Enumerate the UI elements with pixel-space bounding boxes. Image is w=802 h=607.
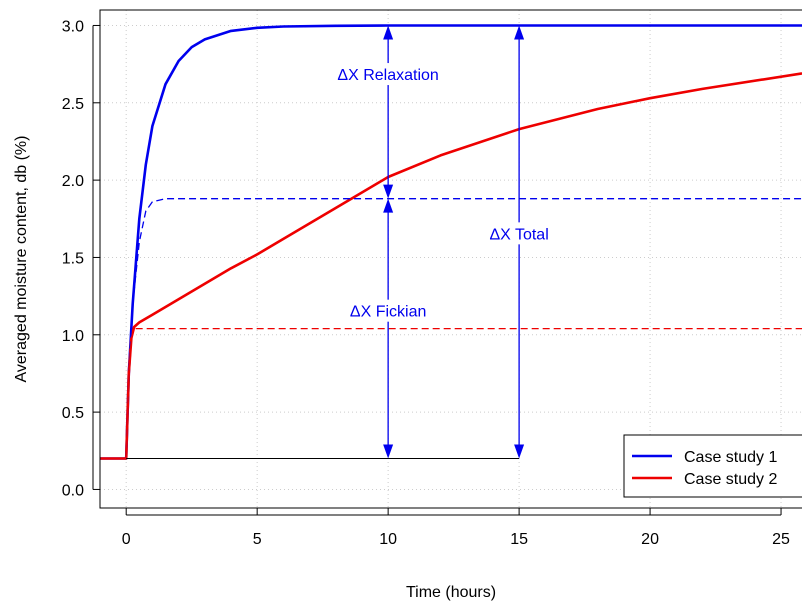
y-tick-label: 1.0 — [62, 328, 84, 345]
plot-frame — [99, 9, 802, 509]
reference-line-3 — [125, 327, 802, 459]
y-tick-label: 2.5 — [62, 96, 84, 113]
x-tick-label: 10 — [379, 531, 397, 548]
annotation-label: ΔX Total — [489, 226, 548, 243]
y-axis: 0.0 0.5 1.0 1.5 2.0 2.5 3.0 — [62, 18, 100, 499]
x-tick-label: 20 — [641, 531, 659, 548]
y-tick-label: 3.0 — [62, 18, 84, 35]
annotation-arrow: ΔX Total — [481, 25, 557, 459]
x-tick-label: 5 — [253, 531, 262, 548]
y-tick-label: 2.0 — [62, 173, 84, 190]
annotation-label: ΔX Fickian — [350, 304, 426, 321]
annotation-arrow: ΔX Fickian — [342, 198, 435, 459]
x-tick-label: 15 — [510, 531, 528, 548]
x-tick-label: 0 — [122, 531, 131, 548]
y-tick-label: 0.5 — [62, 405, 84, 422]
legend-label: Case study 2 — [684, 471, 777, 488]
annotation-arrow: ΔX Relaxation — [329, 25, 448, 199]
legend-label: Case study 1 — [684, 449, 777, 466]
y-tick-label: 1.5 — [62, 250, 84, 267]
series-line-case-study-2 — [100, 72, 802, 460]
x-axis-title: Time (hours) — [406, 584, 496, 601]
legend: Case study 1 Case study 2 — [623, 434, 802, 498]
annotation-arrows: ΔX Relaxation ΔX Fickian ΔX Total — [329, 25, 557, 459]
legend-box — [623, 434, 802, 498]
grid-lines — [100, 10, 802, 508]
plot-area — [100, 24, 802, 460]
reference-line-2 — [125, 198, 802, 459]
y-axis-title: Averaged moisture content, db (%) — [13, 136, 30, 383]
annotation-label: ΔX Relaxation — [337, 67, 438, 84]
y-tick-label: 0.0 — [62, 482, 84, 499]
x-axis: 0 5 10 15 20 25 — [122, 508, 790, 548]
x-tick-label: 25 — [772, 531, 790, 548]
